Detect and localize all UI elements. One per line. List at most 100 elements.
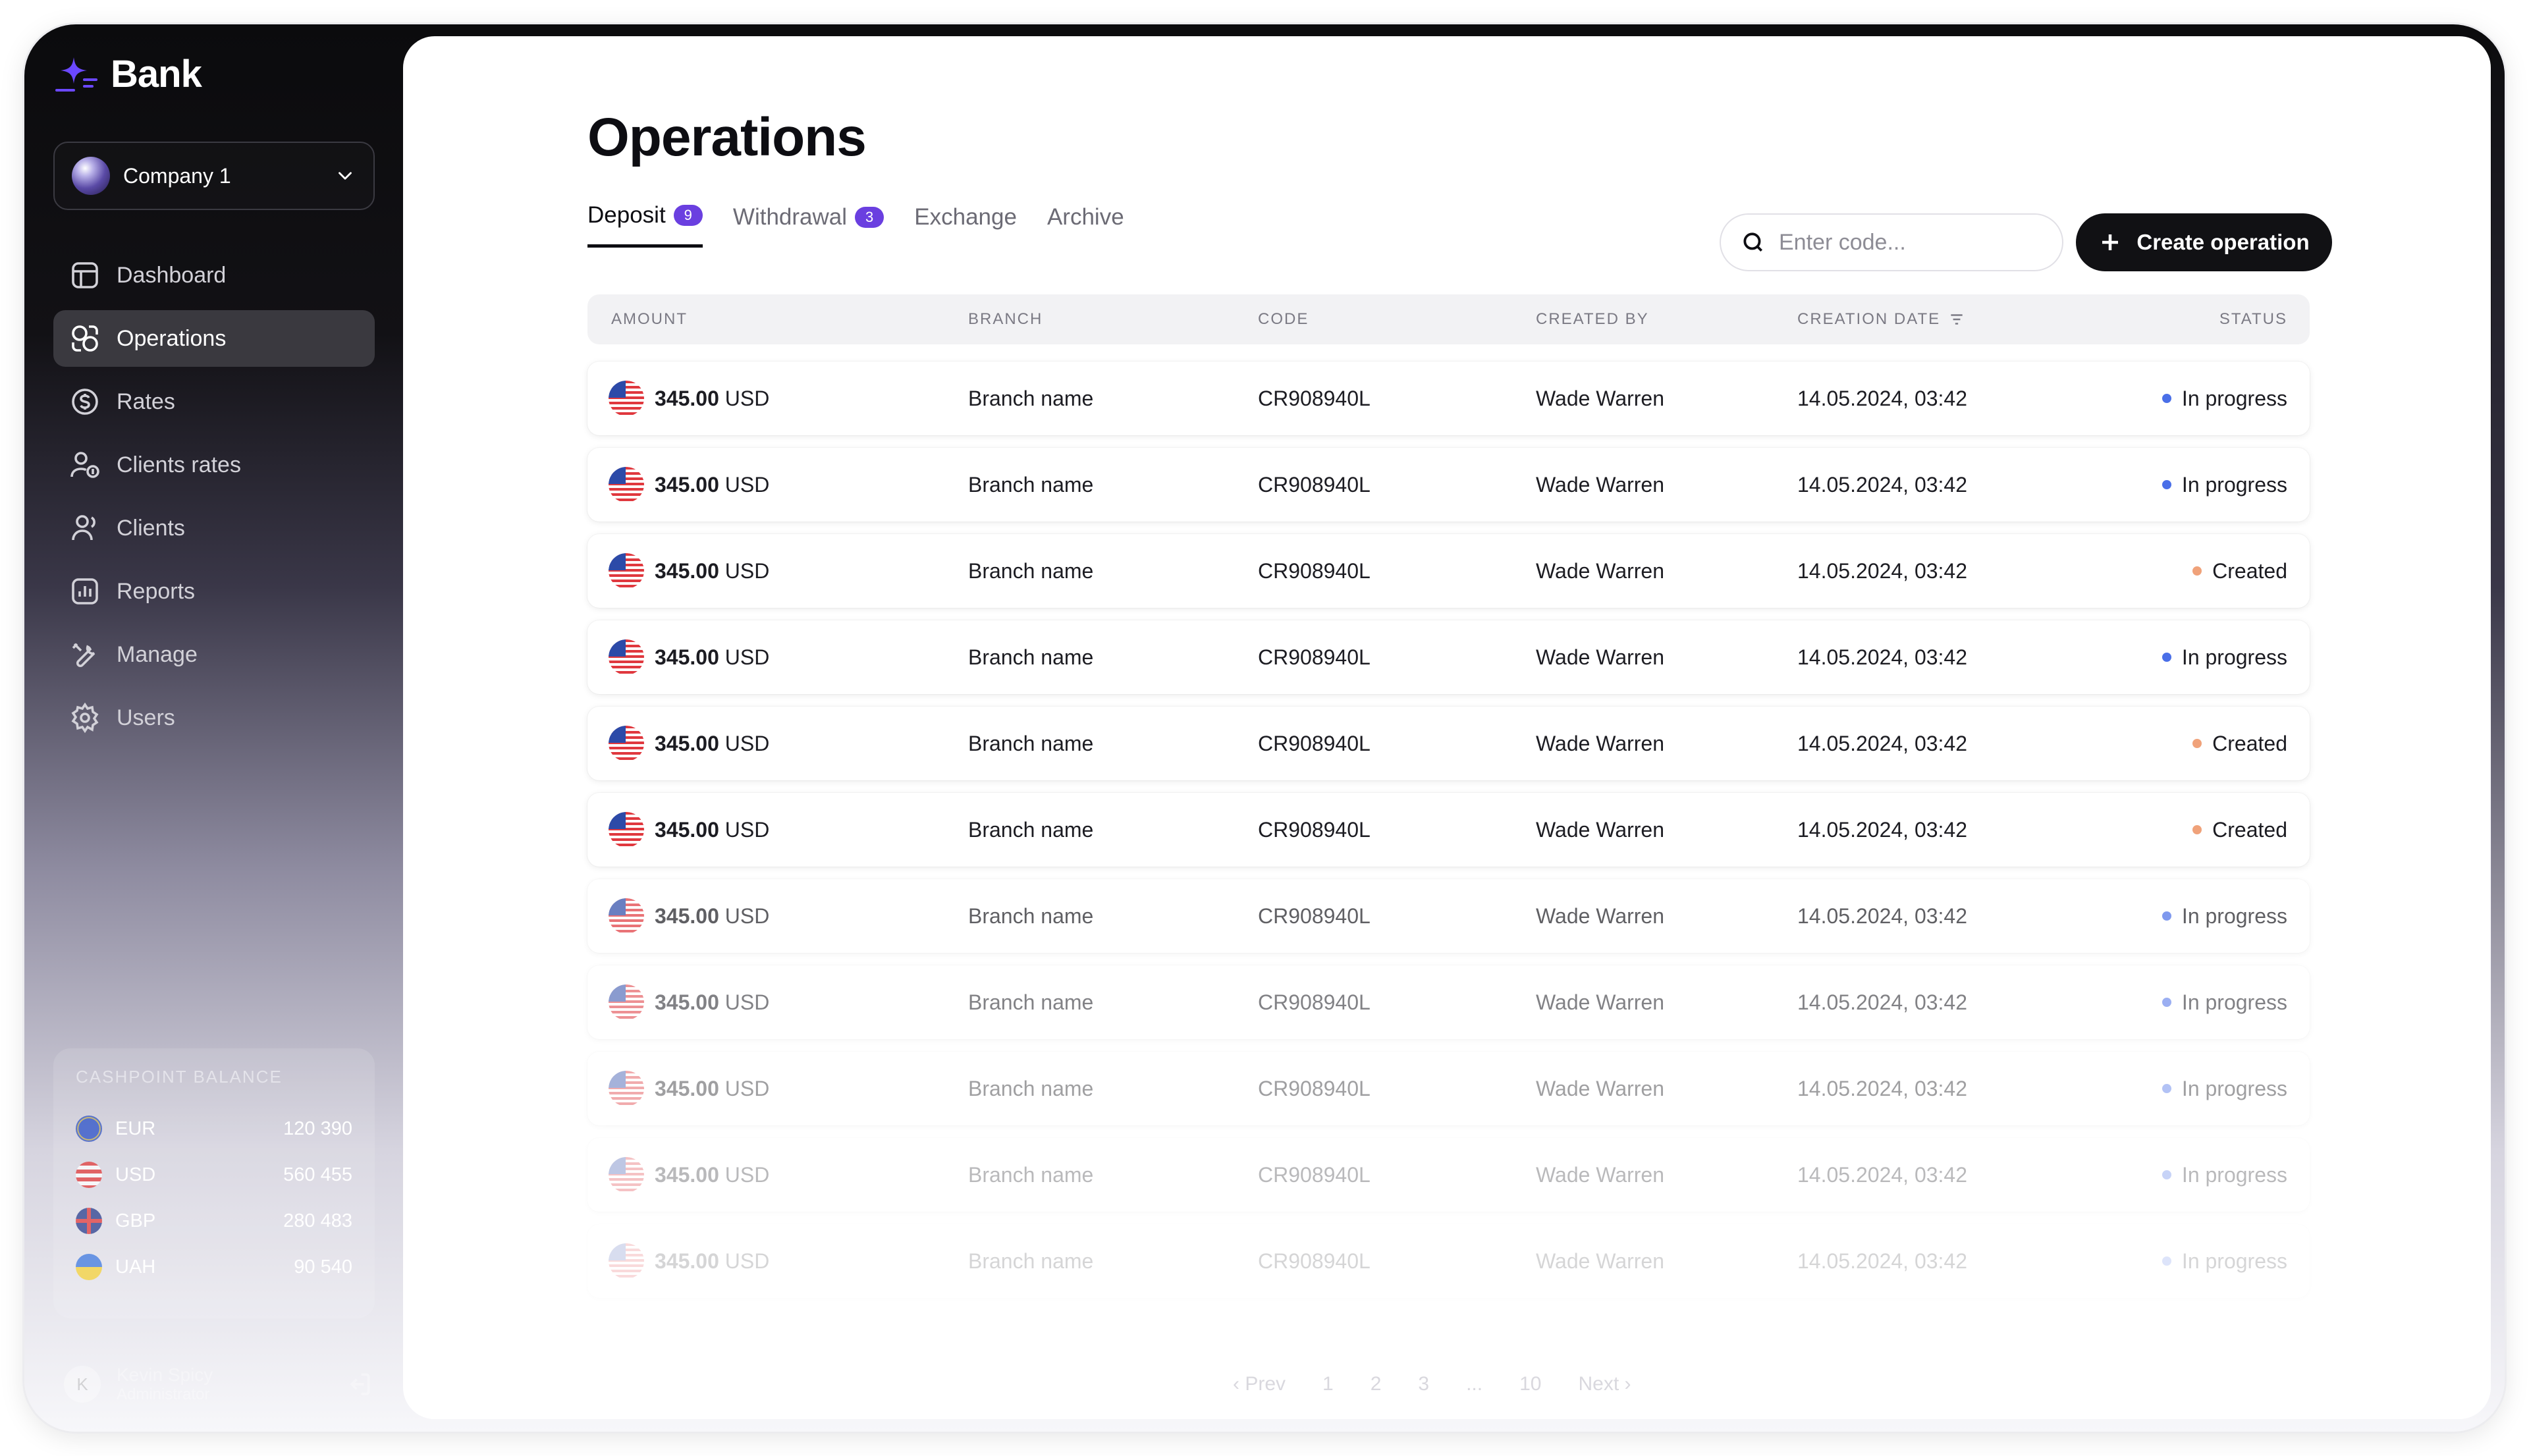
creation-date-cell: 14.05.2024, 03:42	[1797, 1249, 1968, 1273]
table-row[interactable]: 345.00 USD Branch name CR908940L Wade Warre…	[587, 362, 2310, 435]
app-logo[interactable]: Bank	[54, 51, 202, 97]
gear-icon	[71, 702, 99, 734]
status-dot	[2162, 653, 2171, 662]
column-header-amount[interactable]: AMOUNT	[611, 310, 688, 328]
status-badge: In progress	[2181, 386, 2287, 410]
branch-cell: Branch name	[968, 645, 1094, 669]
table-row[interactable]: 345.00 USD Branch name CR908940L Wade Warre…	[587, 448, 2310, 522]
status-cell: In progress	[2162, 1138, 2287, 1212]
sidebar: Bank Company 1 Dashboard Operations Rate…	[24, 24, 403, 1432]
table-row[interactable]: 345.00 USD Branch name CR908940L Wade Warre…	[587, 1138, 2310, 1212]
column-header-created-by[interactable]: CREATED BY	[1536, 310, 1649, 328]
prev-page-button[interactable]: ‹ Prev	[1233, 1373, 1286, 1395]
status-cell: In progress	[2162, 620, 2287, 694]
status-cell: In progress	[2162, 362, 2287, 435]
created-by-cell: Wade Warren	[1536, 645, 1665, 669]
sidebar-item-dashboard[interactable]: Dashboard	[53, 247, 375, 304]
sidebar-item-reports[interactable]: Reports	[53, 563, 375, 620]
creation-date-cell: 14.05.2024, 03:42	[1797, 1076, 1968, 1100]
company-avatar	[72, 157, 110, 195]
balance-row-gbp: GBP 280 483	[76, 1198, 352, 1244]
eu-flag-icon	[76, 1116, 102, 1142]
layout-icon	[72, 262, 98, 288]
tab-withdrawal[interactable]: Withdrawal 3	[733, 202, 884, 248]
amount-currency: USD	[724, 817, 770, 842]
status-cell: Created	[2192, 534, 2287, 608]
sidebar-item-clients-rates[interactable]: Clients rates	[53, 437, 375, 493]
page-title: Operations	[587, 107, 867, 167]
filter-icon[interactable]	[1948, 311, 1965, 328]
user-name: Kevin Spicy	[117, 1364, 213, 1385]
branch-cell: Branch name	[968, 1076, 1094, 1100]
status-badge: In progress	[2181, 645, 2287, 669]
amount-value: 345.00	[655, 1076, 719, 1100]
page-button[interactable]: 1	[1322, 1373, 1334, 1395]
page-button[interactable]: 3	[1418, 1373, 1430, 1395]
amount-cell: 345.00 USD	[609, 362, 769, 435]
column-header-code[interactable]: CODE	[1258, 310, 1309, 328]
status-badge: In progress	[2181, 1162, 2287, 1187]
company-selector[interactable]: Company 1	[53, 142, 375, 210]
sidebar-item-label: Clients	[117, 515, 185, 541]
amount-cell: 345.00 USD	[609, 534, 769, 608]
branch-cell: Branch name	[968, 990, 1094, 1014]
search-icon	[1743, 232, 1763, 252]
us-flag-icon	[609, 1071, 644, 1106]
created-by-cell: Wade Warren	[1536, 903, 1665, 928]
sidebar-item-users[interactable]: Users	[53, 689, 375, 746]
creation-date-cell: 14.05.2024, 03:42	[1797, 472, 1968, 497]
sidebar-nav: Dashboard Operations Rates Clients rates…	[53, 247, 375, 753]
code-cell: CR908940L	[1258, 1076, 1371, 1100]
table-row[interactable]: 345.00 USD Branch name CR908940L Wade Warre…	[587, 793, 2310, 867]
page-button[interactable]: 10	[1519, 1373, 1542, 1395]
tab-deposit[interactable]: Deposit 9	[587, 202, 703, 248]
amount-currency: USD	[724, 903, 770, 928]
currency-balance: 90 540	[294, 1256, 352, 1278]
page-button[interactable]: 2	[1370, 1373, 1382, 1395]
column-header-status[interactable]: STATUS	[2219, 310, 2287, 328]
status-dot	[2192, 739, 2202, 748]
table-row[interactable]: 345.00 USD Branch name CR908940L Wade Warre…	[587, 1052, 2310, 1125]
sidebar-item-label: Operations	[117, 325, 227, 351]
currency-code: USD	[115, 1164, 156, 1185]
amount-value: 345.00	[655, 990, 719, 1014]
table-row[interactable]: 345.00 USD Branch name CR908940L Wade Warre…	[587, 620, 2310, 694]
table-row[interactable]: 345.00 USD Branch name CR908940L Wade Warre…	[587, 534, 2310, 608]
next-page-button[interactable]: Next ›	[1578, 1373, 1631, 1395]
user-profile[interactable]: K Kevin Spicy Administrator	[64, 1355, 373, 1414]
currency-code: GBP	[115, 1210, 156, 1231]
sidebar-item-operations[interactable]: Operations	[53, 310, 375, 367]
app-name: Bank	[111, 52, 202, 95]
creation-date-cell: 14.05.2024, 03:42	[1797, 645, 1968, 669]
sidebar-item-clients[interactable]: Clients	[53, 500, 375, 556]
sidebar-item-manage[interactable]: Manage	[53, 626, 375, 683]
users-icon	[72, 515, 95, 541]
status-badge: In progress	[2181, 1249, 2287, 1273]
currency-balance: 120 390	[283, 1118, 352, 1139]
table-row[interactable]: 345.00 USD Branch name CR908940L Wade Warre…	[587, 1224, 2310, 1298]
tab-bar: Deposit 9 Withdrawal 3 Exchange Archive	[587, 202, 1124, 248]
tab-archive[interactable]: Archive	[1047, 202, 1124, 248]
operations-icon	[72, 325, 98, 352]
logout-icon[interactable]	[344, 1370, 373, 1399]
table-row[interactable]: 345.00 USD Branch name CR908940L Wade Warre…	[587, 879, 2310, 953]
branch-cell: Branch name	[968, 558, 1094, 583]
table-row[interactable]: 345.00 USD Branch name CR908940L Wade Warre…	[587, 965, 2310, 1039]
amount-currency: USD	[724, 558, 770, 583]
column-header-creation-date-wrap[interactable]: CREATION DATE	[1797, 294, 1965, 344]
search-input[interactable]	[1779, 229, 2042, 256]
tab-exchange[interactable]: Exchange	[914, 202, 1017, 248]
amount-cell: 345.00 USD	[609, 707, 769, 780]
column-header-branch[interactable]: BRANCH	[968, 310, 1043, 328]
table-row[interactable]: 345.00 USD Branch name CR908940L Wade Warre…	[587, 707, 2310, 780]
created-by-cell: Wade Warren	[1536, 1249, 1665, 1273]
create-operation-button[interactable]: Create operation	[2076, 213, 2332, 271]
amount-currency: USD	[724, 472, 770, 497]
status-dot	[2192, 566, 2202, 576]
amount-value: 345.00	[655, 386, 719, 410]
search-box	[1720, 213, 2063, 271]
sidebar-item-rates[interactable]: Rates	[53, 373, 375, 430]
amount-currency: USD	[724, 386, 770, 410]
branch-cell: Branch name	[968, 817, 1094, 842]
sidebar-item-label: Rates	[117, 389, 175, 414]
